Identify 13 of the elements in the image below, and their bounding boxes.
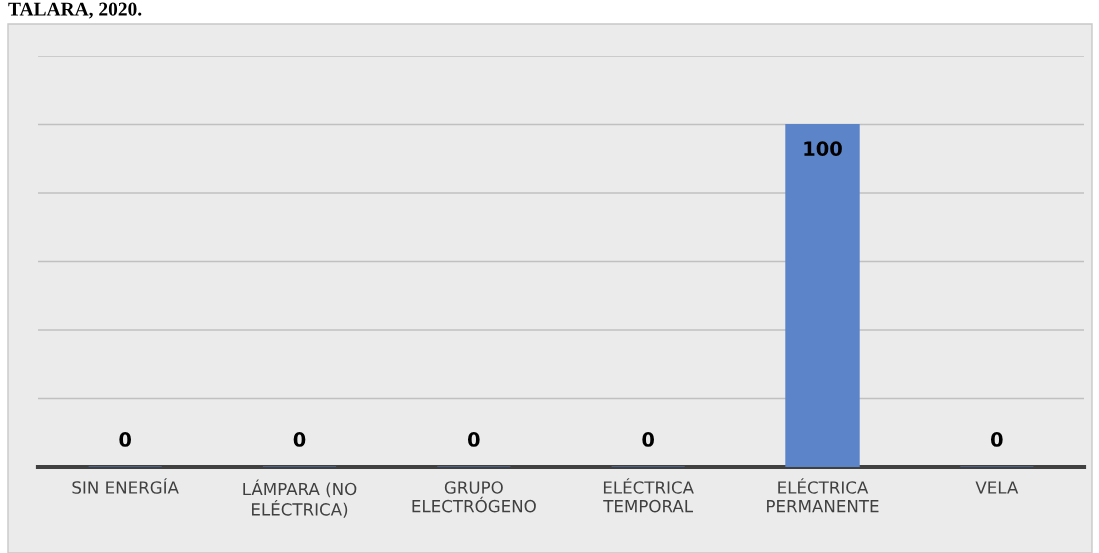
data-label: 0 [991, 432, 1003, 447]
x-tick-label: VELA [975, 481, 1019, 494]
x-tick-label: LÁMPARA (NO ELÉCTRICA) [243, 479, 357, 518]
data-label: 0 [119, 432, 131, 447]
data-label: 0 [642, 432, 654, 447]
x-tick-label: ELÉCTRICA PERMANENTE [767, 478, 879, 513]
data-label: 0 [293, 432, 306, 447]
data-label: 0 [468, 432, 480, 447]
x-tick-label: ELÉCTRICA TEMPORAL [603, 478, 694, 513]
chart-title: TALARA, 2020. [8, 2, 142, 19]
x-tick-label: GRUPO ELECTRÓGENO [412, 481, 536, 513]
data-label: 100 [804, 141, 842, 156]
x-tick-label: SIN ENERGÍA [72, 478, 179, 494]
